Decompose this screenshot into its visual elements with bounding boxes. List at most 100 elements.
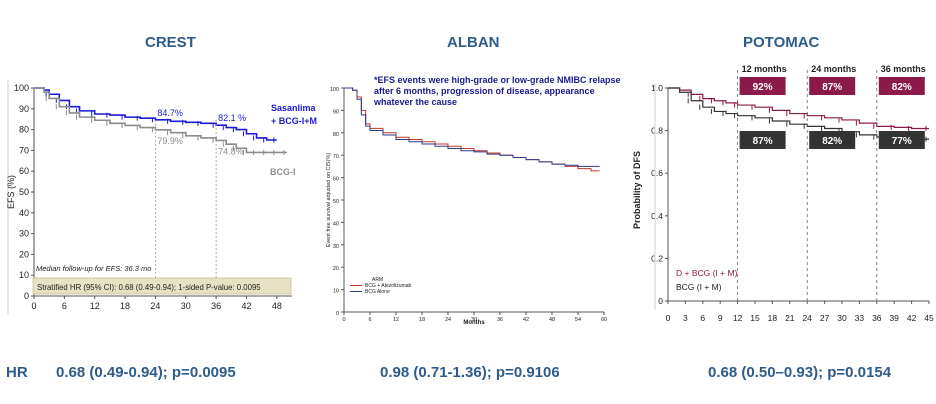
x-tick-label: 42 <box>907 313 917 323</box>
y-tick-label: 70 <box>333 154 339 160</box>
y-tick-label: 40 <box>333 221 339 227</box>
legend-label-treatment: Sasanlima <box>271 103 317 113</box>
milestone-bottom-box <box>809 131 856 149</box>
milestone-label: 12 months <box>742 64 787 74</box>
milestone-top-box <box>739 77 786 95</box>
x-tick-label: 0 <box>342 317 345 323</box>
y-axis-label: EFS (%) <box>6 175 16 209</box>
x-tick-label: 27 <box>820 313 830 323</box>
note: *EFS events were high-grade or low-grade… <box>374 75 621 107</box>
x-tick-label: 48 <box>272 301 282 311</box>
milestone-bottom-box <box>739 131 786 149</box>
legend-label: BCG + Atezolizumab <box>365 283 411 289</box>
x-tick-label: 0 <box>666 313 671 323</box>
x-tick-label: 6 <box>368 317 371 323</box>
x-tick-label: 0 <box>31 301 36 311</box>
y-tick-label: 60 <box>333 177 339 183</box>
series-line <box>34 87 287 154</box>
y-tick-label: 10 <box>19 270 29 280</box>
x-tick-label: 24 <box>150 301 160 311</box>
y-tick-label: 20 <box>333 266 339 272</box>
footnote: Median follow-up for EFS: 36.3 mo <box>36 264 151 273</box>
milestone-label: 36 months <box>881 64 926 74</box>
x-tick-label: 39 <box>889 313 899 323</box>
hr-box <box>32 277 292 295</box>
x-tick-label: 12 <box>90 301 100 311</box>
x-tick-label: 60 <box>601 317 607 323</box>
note-text: *EFS events were high-grade or low-grade… <box>374 75 621 107</box>
legend-label-control: BCG-I <box>270 167 296 177</box>
y-tick-label: 50 <box>19 187 29 197</box>
x-axis-label: Months <box>463 320 485 326</box>
hr-label: HR <box>6 364 28 381</box>
x-tick-label: 6 <box>62 301 67 311</box>
hr-potomac: 0.68 (0.50–0.93); p=0.0154 <box>708 364 892 381</box>
legend-label: BCG Alone <box>365 289 390 295</box>
hr-alban: 0.98 (0.71-1.36); p=0.9106 <box>380 364 560 381</box>
y-tick-label: 90 <box>333 109 339 115</box>
x-tick-label: 18 <box>768 313 778 323</box>
milestone-bottom-value: 87% <box>753 136 773 147</box>
milestone-label: 24 months <box>811 64 856 74</box>
y-tick-label: 0 <box>658 296 663 306</box>
alban-title: ALBAN <box>447 34 500 51</box>
y-tick-label: 50 <box>333 199 339 205</box>
y-tick-label: 80 <box>19 125 29 135</box>
x-tick-label: 48 <box>549 317 555 323</box>
milestone-top-box <box>878 77 925 95</box>
milestone-bottom-value: 82% <box>822 136 842 147</box>
x-tick-label: 36 <box>211 301 221 311</box>
x-tick-label: 18 <box>120 301 130 311</box>
y-tick-label: 60 <box>19 166 29 176</box>
landmark-label: 84.7% <box>157 108 183 118</box>
landmark-label: 79.9% <box>157 136 183 146</box>
x-tick-label: 9 <box>718 313 723 323</box>
y-tick-label: 100 <box>14 83 29 93</box>
legend-label-treatment-2: + BCG-I+M <box>271 116 317 126</box>
x-tick-label: 30 <box>181 301 191 311</box>
y-tick-label: 20 <box>19 249 29 259</box>
x-tick-label: 6 <box>700 313 705 323</box>
y-tick-label: 0.8 <box>651 126 663 136</box>
y-tick-label: 10 <box>333 289 339 295</box>
x-tick-label: 42 <box>523 317 529 323</box>
series-line <box>668 87 929 140</box>
legend-title: ARM <box>372 277 383 283</box>
legend-label-control: BCG (I + M) <box>676 282 722 292</box>
y-tick-label: 40 <box>19 208 29 218</box>
x-tick-label: 42 <box>241 301 251 311</box>
x-tick-label: 33 <box>855 313 865 323</box>
landmark-label: 74.8% <box>218 146 244 156</box>
milestone-top-value: 92% <box>753 82 773 93</box>
x-tick-label: 21 <box>785 313 795 323</box>
y-tick-label: 30 <box>19 229 29 239</box>
landmark-label: 82.1 % <box>218 113 246 123</box>
x-tick-label: 45 <box>924 313 934 323</box>
milestone-top-box <box>809 77 856 95</box>
x-tick-label: 54 <box>575 317 581 323</box>
y-tick-label: 0.4 <box>651 211 663 221</box>
x-tick-label: 24 <box>445 317 451 323</box>
y-tick-label: 90 <box>19 104 29 114</box>
crest-title: CREST <box>145 34 196 51</box>
milestone-top-value: 82% <box>892 82 912 93</box>
x-tick-label: 36 <box>872 313 882 323</box>
x-tick-label: 24 <box>802 313 812 323</box>
x-tick-label: 3 <box>683 313 688 323</box>
y-tick-label: 0 <box>24 291 29 301</box>
y-axis-label: Probability of DFS <box>632 151 642 229</box>
y-tick-label: 1.0 <box>651 83 663 93</box>
x-tick-label: 36 <box>497 317 503 323</box>
x-tick-label: 30 <box>471 317 477 323</box>
y-tick-label: 0.2 <box>651 253 663 263</box>
series-line <box>344 87 600 167</box>
series-line <box>34 87 277 141</box>
hr-crest: 0.68 (0.49-0.94); p=0.0095 <box>56 364 236 381</box>
hr-box-text: Stratified HR (95% CI): 0.68 (0.49-0.94)… <box>37 283 261 292</box>
y-tick-label: 0 <box>336 311 339 317</box>
y-tick-label: 100 <box>330 87 339 93</box>
y-tick-label: 30 <box>333 244 339 250</box>
